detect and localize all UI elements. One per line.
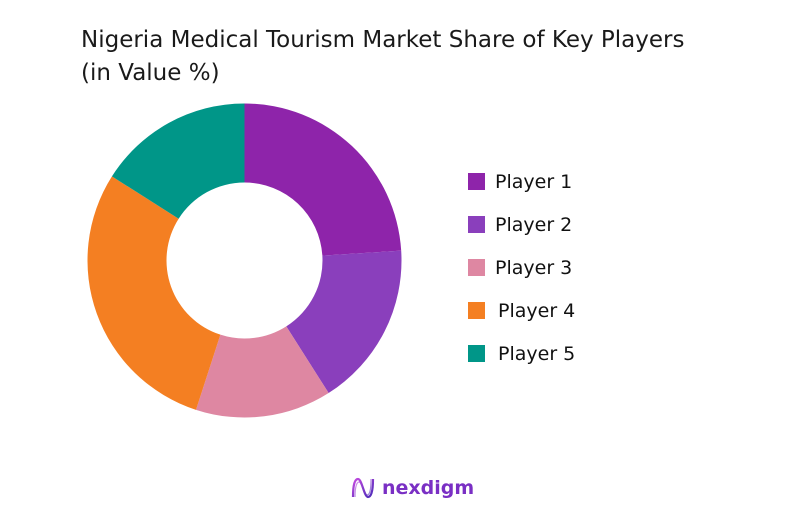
brand-logo: nexdigm [350,476,474,500]
legend-swatch [468,345,485,362]
legend: Player 1 Player 2 Player 3 Player 4 Player 5 [468,160,575,375]
legend-label: Player 1 [495,170,573,193]
donut-segment-2 [286,250,402,394]
donut-segment-4 [87,176,221,410]
legend-swatch [468,173,485,190]
legend-item: Player 3 [468,246,575,289]
legend-label: Player 2 [495,213,573,236]
donut-segments [87,103,402,418]
chart-title-line1: Nigeria Medical Tourism Market Share of … [81,27,685,53]
brand-name: nexdigm [382,477,475,499]
legend-swatch [468,302,485,319]
legend-swatch [468,259,485,276]
chart-title-line2: (in Value %) [81,60,220,86]
donut-segment-5 [111,103,245,219]
legend-swatch [468,216,485,233]
chart-title: Nigeria Medical Tourism Market Share of … [81,24,684,90]
donut-segment-3 [195,326,329,418]
legend-item: Player 1 [468,160,575,203]
legend-item: Player 2 [468,203,575,246]
nexdigm-logo-icon [351,477,375,499]
donut-segment-1 [244,103,402,256]
legend-label: Player 4 [498,299,576,322]
legend-label: Player 5 [498,342,576,365]
legend-label: Player 3 [495,256,573,279]
legend-item: Player 4 [468,289,575,332]
legend-item: Player 5 [468,332,575,375]
